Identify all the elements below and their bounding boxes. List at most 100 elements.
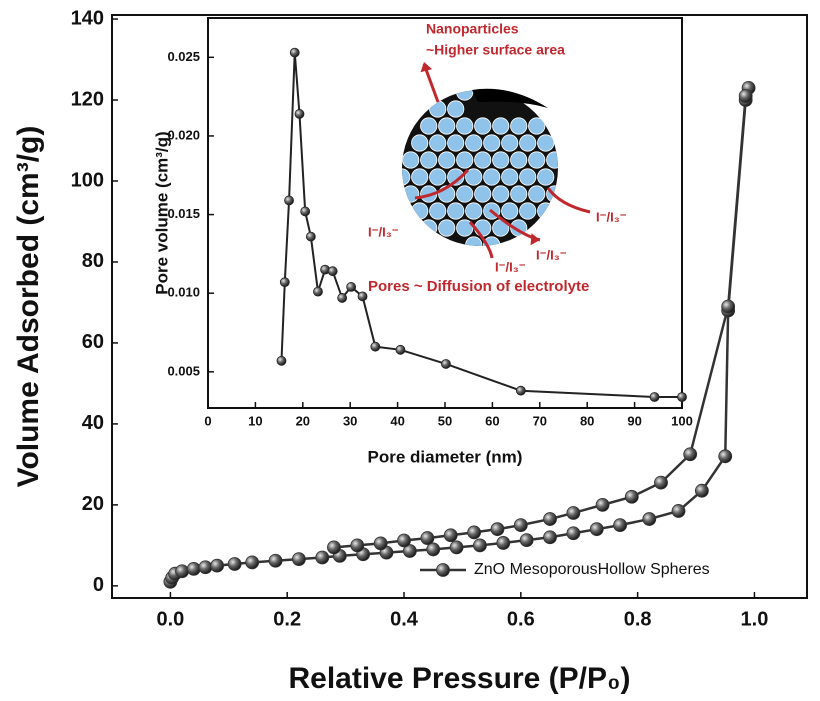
- particle: [519, 134, 537, 152]
- x-tick-label: 60: [485, 414, 499, 429]
- particle: [501, 168, 519, 186]
- y-tick-label: 20: [82, 493, 104, 515]
- data-point: [315, 550, 330, 565]
- legend-label: ZnO MesoporousHollow Spheres: [474, 561, 710, 578]
- data-point: [589, 522, 604, 537]
- y-tick-label: 0.015: [167, 206, 200, 221]
- data-point: [346, 282, 357, 292]
- particle: [528, 185, 546, 203]
- particle: [429, 134, 447, 152]
- x-tick-label: 0.8: [624, 608, 652, 630]
- annotation: I⁻/I₃⁻: [536, 247, 567, 262]
- annotation: I⁻/I₃⁻: [368, 224, 399, 239]
- particle: [528, 151, 546, 169]
- data-point: [566, 526, 581, 541]
- data-point: [566, 506, 581, 520]
- particle: [420, 151, 438, 169]
- particle-illustration: Nanoparticles ~Higher surface area I⁻/I₃⁻ I…: [368, 21, 627, 295]
- data-point: [373, 536, 388, 551]
- particle: [501, 134, 519, 152]
- data-point: [496, 536, 511, 550]
- particle: [447, 202, 465, 220]
- particle: [402, 151, 420, 169]
- particle: [483, 168, 501, 186]
- data-point: [305, 231, 316, 242]
- data-point: [677, 392, 687, 402]
- data-point: [357, 291, 368, 302]
- particle: [438, 117, 456, 135]
- plot-frame: [111, 14, 808, 599]
- data-point: [327, 540, 341, 555]
- data-point: [441, 359, 451, 369]
- arrow-head: [420, 62, 433, 73]
- particle: [510, 117, 528, 135]
- y-tick-label: 100: [71, 169, 104, 191]
- data-point: [268, 553, 283, 568]
- particle: [501, 202, 519, 220]
- particle: [465, 134, 483, 152]
- data-point: [420, 531, 435, 545]
- y-axis-label: Pore volume (cm³/g): [152, 131, 171, 294]
- y-tick-label: 60: [82, 331, 104, 353]
- particle: [519, 168, 537, 186]
- data-point: [294, 109, 305, 119]
- y-axis-label: Volume Adsorbed (cm³/g): [12, 126, 45, 488]
- particle: [510, 185, 528, 203]
- data-point: [721, 299, 736, 314]
- y-tick-label: 40: [82, 412, 104, 434]
- x-tick-label: 70: [533, 414, 547, 429]
- y-tick-label: 140: [71, 7, 104, 29]
- data-point: [426, 542, 441, 557]
- particle: [429, 202, 447, 220]
- data-point: [595, 497, 610, 512]
- data-point: [519, 533, 534, 548]
- particle: [420, 117, 438, 135]
- data-point: [284, 195, 294, 206]
- y-tick-label: 0.005: [167, 363, 200, 378]
- particle: [519, 202, 537, 220]
- particle: [456, 151, 474, 169]
- x-tick-label: 20: [296, 414, 310, 429]
- data-point: [327, 266, 338, 277]
- x-tick-label: 10: [248, 414, 262, 429]
- y-tick-label: 120: [71, 88, 104, 110]
- data-point: [300, 206, 311, 217]
- annotation: I⁻/I₃⁻: [596, 209, 627, 224]
- particle: [528, 117, 546, 135]
- data-point: [654, 475, 668, 490]
- data-point: [276, 355, 287, 366]
- data-point: [694, 483, 709, 498]
- y-tick-label: 0.025: [167, 49, 200, 64]
- x-tick-label: 90: [627, 414, 641, 429]
- particle: [429, 168, 447, 186]
- y-tick-label: 0.020: [167, 127, 200, 142]
- particle: [465, 168, 483, 186]
- data-point: [467, 525, 482, 540]
- data-point: [671, 504, 686, 518]
- legend-marker: [436, 563, 450, 577]
- particle: [447, 134, 465, 152]
- data-point: [279, 277, 290, 288]
- particle: [456, 117, 474, 135]
- hollow-core: [472, 88, 548, 108]
- data-point: [395, 344, 406, 355]
- annotation-arrow: [546, 187, 591, 214]
- particle: [474, 117, 492, 135]
- data-point: [370, 341, 381, 352]
- annotation: ~Higher surface area: [426, 42, 565, 58]
- x-tick-label: 30: [343, 414, 357, 429]
- annotation-arrow: [468, 221, 494, 259]
- particle: [411, 168, 429, 186]
- particle: [465, 202, 483, 220]
- data-point: [543, 530, 557, 545]
- particle: [537, 168, 555, 186]
- data-point: [449, 540, 464, 555]
- data-point: [313, 286, 323, 297]
- data-point: [350, 538, 365, 553]
- x-tick-label: 40: [390, 414, 404, 429]
- particle: [411, 134, 429, 152]
- annotation: I⁻/I₃⁻: [495, 259, 526, 274]
- y-tick-label: 0.010: [167, 285, 200, 300]
- x-tick-label: 0: [204, 414, 211, 429]
